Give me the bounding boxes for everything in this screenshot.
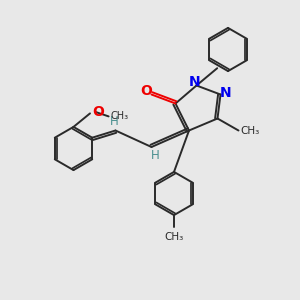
- Text: O: O: [92, 105, 104, 119]
- Text: O: O: [140, 84, 152, 98]
- Text: N: N: [189, 75, 201, 88]
- Text: N: N: [220, 86, 231, 100]
- Text: H: H: [110, 115, 118, 128]
- Text: CH₃: CH₃: [241, 125, 260, 136]
- Text: CH₃: CH₃: [164, 232, 184, 242]
- Text: H: H: [151, 149, 160, 162]
- Text: CH₃: CH₃: [111, 111, 129, 122]
